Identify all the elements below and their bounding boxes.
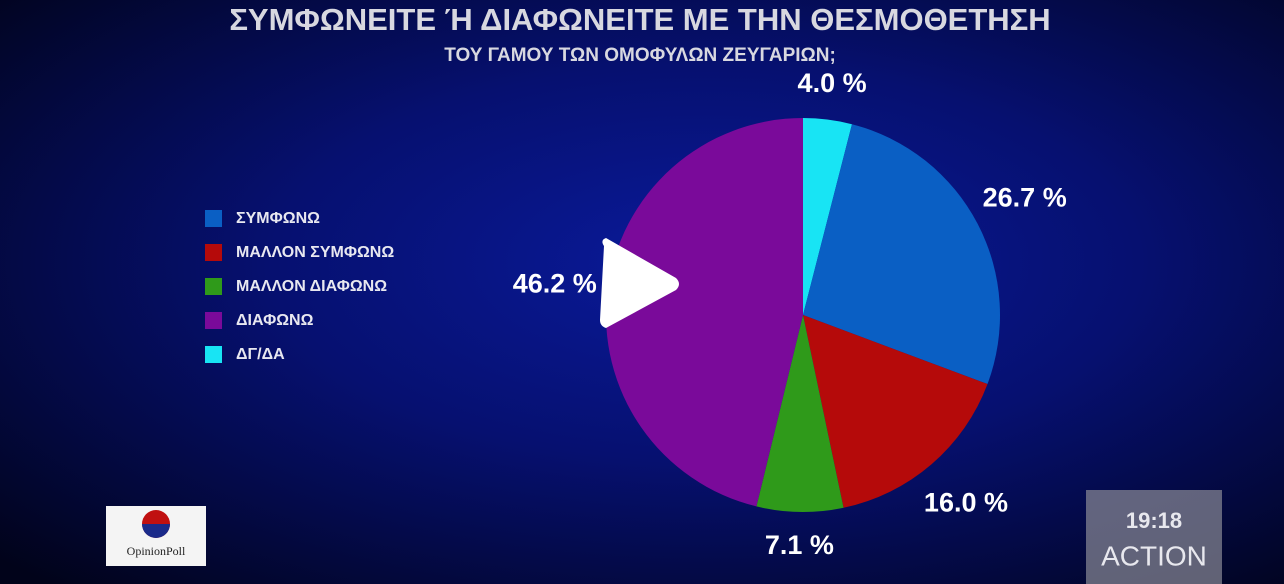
clock: 19:18 [1126, 508, 1182, 533]
data-label: 16.0 % [924, 488, 1008, 518]
legend-label: ΣΥΜΦΩΝΩ [236, 210, 320, 227]
chart-subtitle: ΤΟΥ ΓΑΜΟΥ ΤΩΝ ΟΜΟΦΥΛΩΝ ΖΕΥΓΑΡΙΩΝ; [444, 45, 836, 66]
play-button[interactable] [600, 238, 679, 328]
legend-swatch [205, 244, 222, 261]
legend-swatch [205, 278, 222, 295]
legend-swatch [205, 312, 222, 329]
legend: ΣΥΜΦΩΝΩ ΜΑΛΛΟΝ ΣΥΜΦΩΝΩ ΜΑΛΛΟΝ ΔΙΑΦΩΝΩ ΔΙΑΦΩ… [205, 210, 394, 363]
legend-label: ΔΙΑΦΩΝΩ [236, 312, 314, 329]
pie-slice [803, 118, 852, 315]
channel-box [1086, 490, 1222, 584]
pie-slice [803, 124, 1000, 385]
chart-title: ΣΥΜΦΩΝΕΙΤΕ Ή ΔΙΑΦΩΝΕΙΤΕ ΜΕ ΤΗΝ ΘΕΣΜΟΘΕΤΗ… [229, 2, 1050, 37]
pie-slice [605, 118, 803, 507]
legend-label: ΜΑΛΛΟΝ ΔΙΑΦΩΝΩ [236, 278, 387, 295]
legend-label: ΔΓ/ΔΑ [236, 346, 285, 363]
data-label: 46.2 % [513, 268, 597, 298]
data-label: 4.0 % [798, 68, 867, 98]
pie: 4.0 % 26.7 % 16.0 % 7.1 % 46.2 % [513, 68, 1067, 560]
legend-label: ΜΑΛΛΟΝ ΣΥΜΦΩΝΩ [236, 244, 394, 261]
logo-icon [142, 524, 170, 538]
pie-slice [803, 315, 988, 508]
logo-text: OpinionPoll [127, 544, 186, 558]
legend-swatch [205, 346, 222, 363]
data-label: 7.1 % [765, 530, 834, 560]
pie-slice [756, 315, 844, 512]
legend-swatch [205, 210, 222, 227]
data-label: 26.7 % [983, 183, 1067, 213]
channel-name: ACTION [1101, 540, 1207, 571]
